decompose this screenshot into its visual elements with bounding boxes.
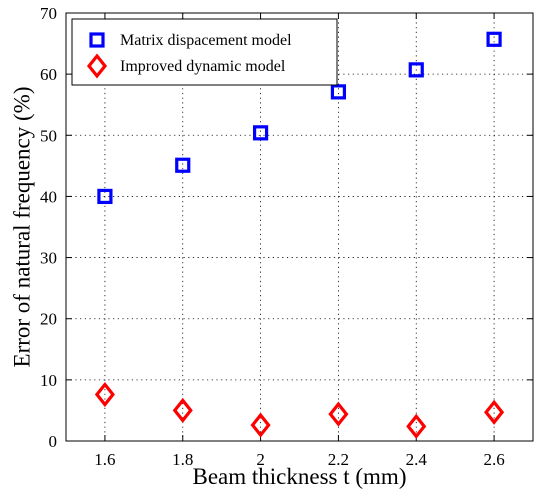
square-marker-point	[486, 31, 502, 47]
square-marker-point	[252, 125, 269, 141]
diamond-marker-point	[406, 413, 427, 439]
diamond-marker-point	[172, 397, 193, 423]
x-tick-label: 2	[256, 450, 265, 469]
y-tick-label: 0	[49, 432, 58, 451]
y-tick-label: 30	[40, 249, 57, 268]
x-tick-label: 1.6	[94, 450, 115, 469]
square-marker-point	[175, 157, 191, 173]
y-axis-label: Error of natural frequency (%)	[9, 87, 34, 368]
y-tick-label: 40	[40, 187, 57, 206]
series-2	[94, 381, 505, 439]
diamond-marker-point	[250, 412, 271, 438]
y-tick-label: 20	[40, 310, 57, 329]
square-marker-point	[330, 84, 347, 100]
y-tick-label: 70	[40, 4, 57, 23]
legend-label: Matrix dispacement model	[120, 32, 292, 49]
legend-marker	[86, 53, 108, 79]
diamond-marker-point	[94, 381, 115, 408]
square-marker-point	[408, 62, 424, 78]
axis-ticks: 1.6 1.8 2 2.2 2.4 2.6 0 10 20 30 40 50 60 70	[40, 4, 533, 469]
x-axis-label: Beam thickness t (mm)	[193, 464, 407, 489]
y-tick-label: 10	[40, 371, 57, 390]
plot-frame	[65, 12, 534, 442]
diamond-marker-point	[328, 401, 349, 427]
x-tick-label: 2.2	[328, 450, 349, 469]
legend-marker	[89, 32, 105, 48]
x-tick-label: 2.6	[483, 450, 504, 469]
legend: Matrix dispacement model Improved dynamic…	[71, 18, 338, 86]
y-tick-label: 50	[40, 126, 57, 145]
series-1	[97, 31, 502, 205]
diamond-marker-point	[484, 399, 505, 425]
square-marker-point	[97, 188, 113, 205]
data-marks	[94, 31, 505, 439]
legend-label: Improved dynamic model	[120, 58, 286, 75]
x-tick-label: 1.8	[172, 450, 193, 469]
legend-box	[71, 18, 338, 86]
y-tick-label: 60	[40, 65, 57, 84]
x-tick-label: 2.4	[406, 450, 428, 469]
